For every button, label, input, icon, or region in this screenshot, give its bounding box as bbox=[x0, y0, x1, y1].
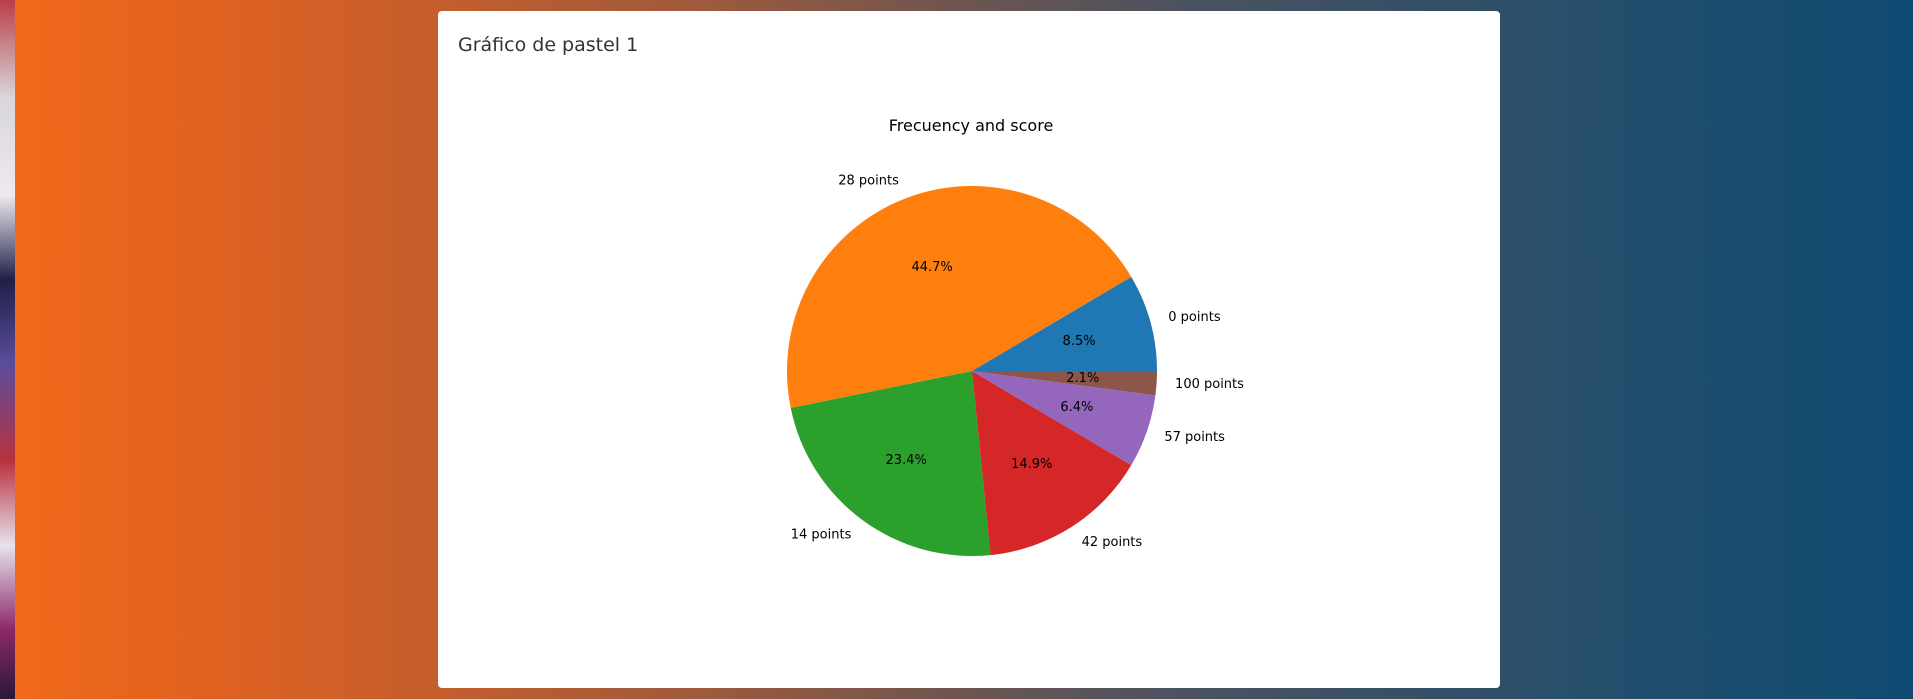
slice-category-label: 14 points bbox=[791, 527, 852, 542]
card-title: Gráfico de pastel 1 bbox=[458, 34, 639, 56]
slice-percent-label: 6.4% bbox=[1060, 400, 1093, 415]
pie-slice-42-points bbox=[972, 371, 1132, 556]
slice-percent-label: 44.7% bbox=[911, 260, 952, 275]
chart-title: Frecuency and score bbox=[889, 116, 1054, 135]
pie-slice-57-points bbox=[972, 371, 1156, 466]
background-edge bbox=[0, 0, 15, 699]
slice-category-label: 0 points bbox=[1168, 310, 1221, 325]
pie-slice-14-points bbox=[790, 371, 991, 556]
slice-category-label: 100 points bbox=[1175, 377, 1244, 392]
slice-percent-label: 8.5% bbox=[1063, 334, 1096, 349]
slice-category-label: 28 points bbox=[838, 174, 899, 189]
pie-slice-28-points bbox=[786, 185, 1132, 408]
slice-category-label: 57 points bbox=[1164, 430, 1225, 445]
slice-percent-label: 2.1% bbox=[1066, 371, 1099, 386]
slice-percent-label: 14.9% bbox=[1011, 457, 1052, 472]
pie-slice-0-points bbox=[972, 276, 1157, 371]
chart-card: Gráfico de pastel 1 Frecuency and score … bbox=[438, 11, 1500, 688]
pie-chart: Frecuency and score 8.5% 0 points 44.7% 28 … bbox=[786, 116, 1244, 556]
pie-slice-100-points bbox=[972, 371, 1157, 396]
slice-percent-label: 23.4% bbox=[886, 453, 927, 468]
slice-category-label: 42 points bbox=[1082, 535, 1143, 550]
